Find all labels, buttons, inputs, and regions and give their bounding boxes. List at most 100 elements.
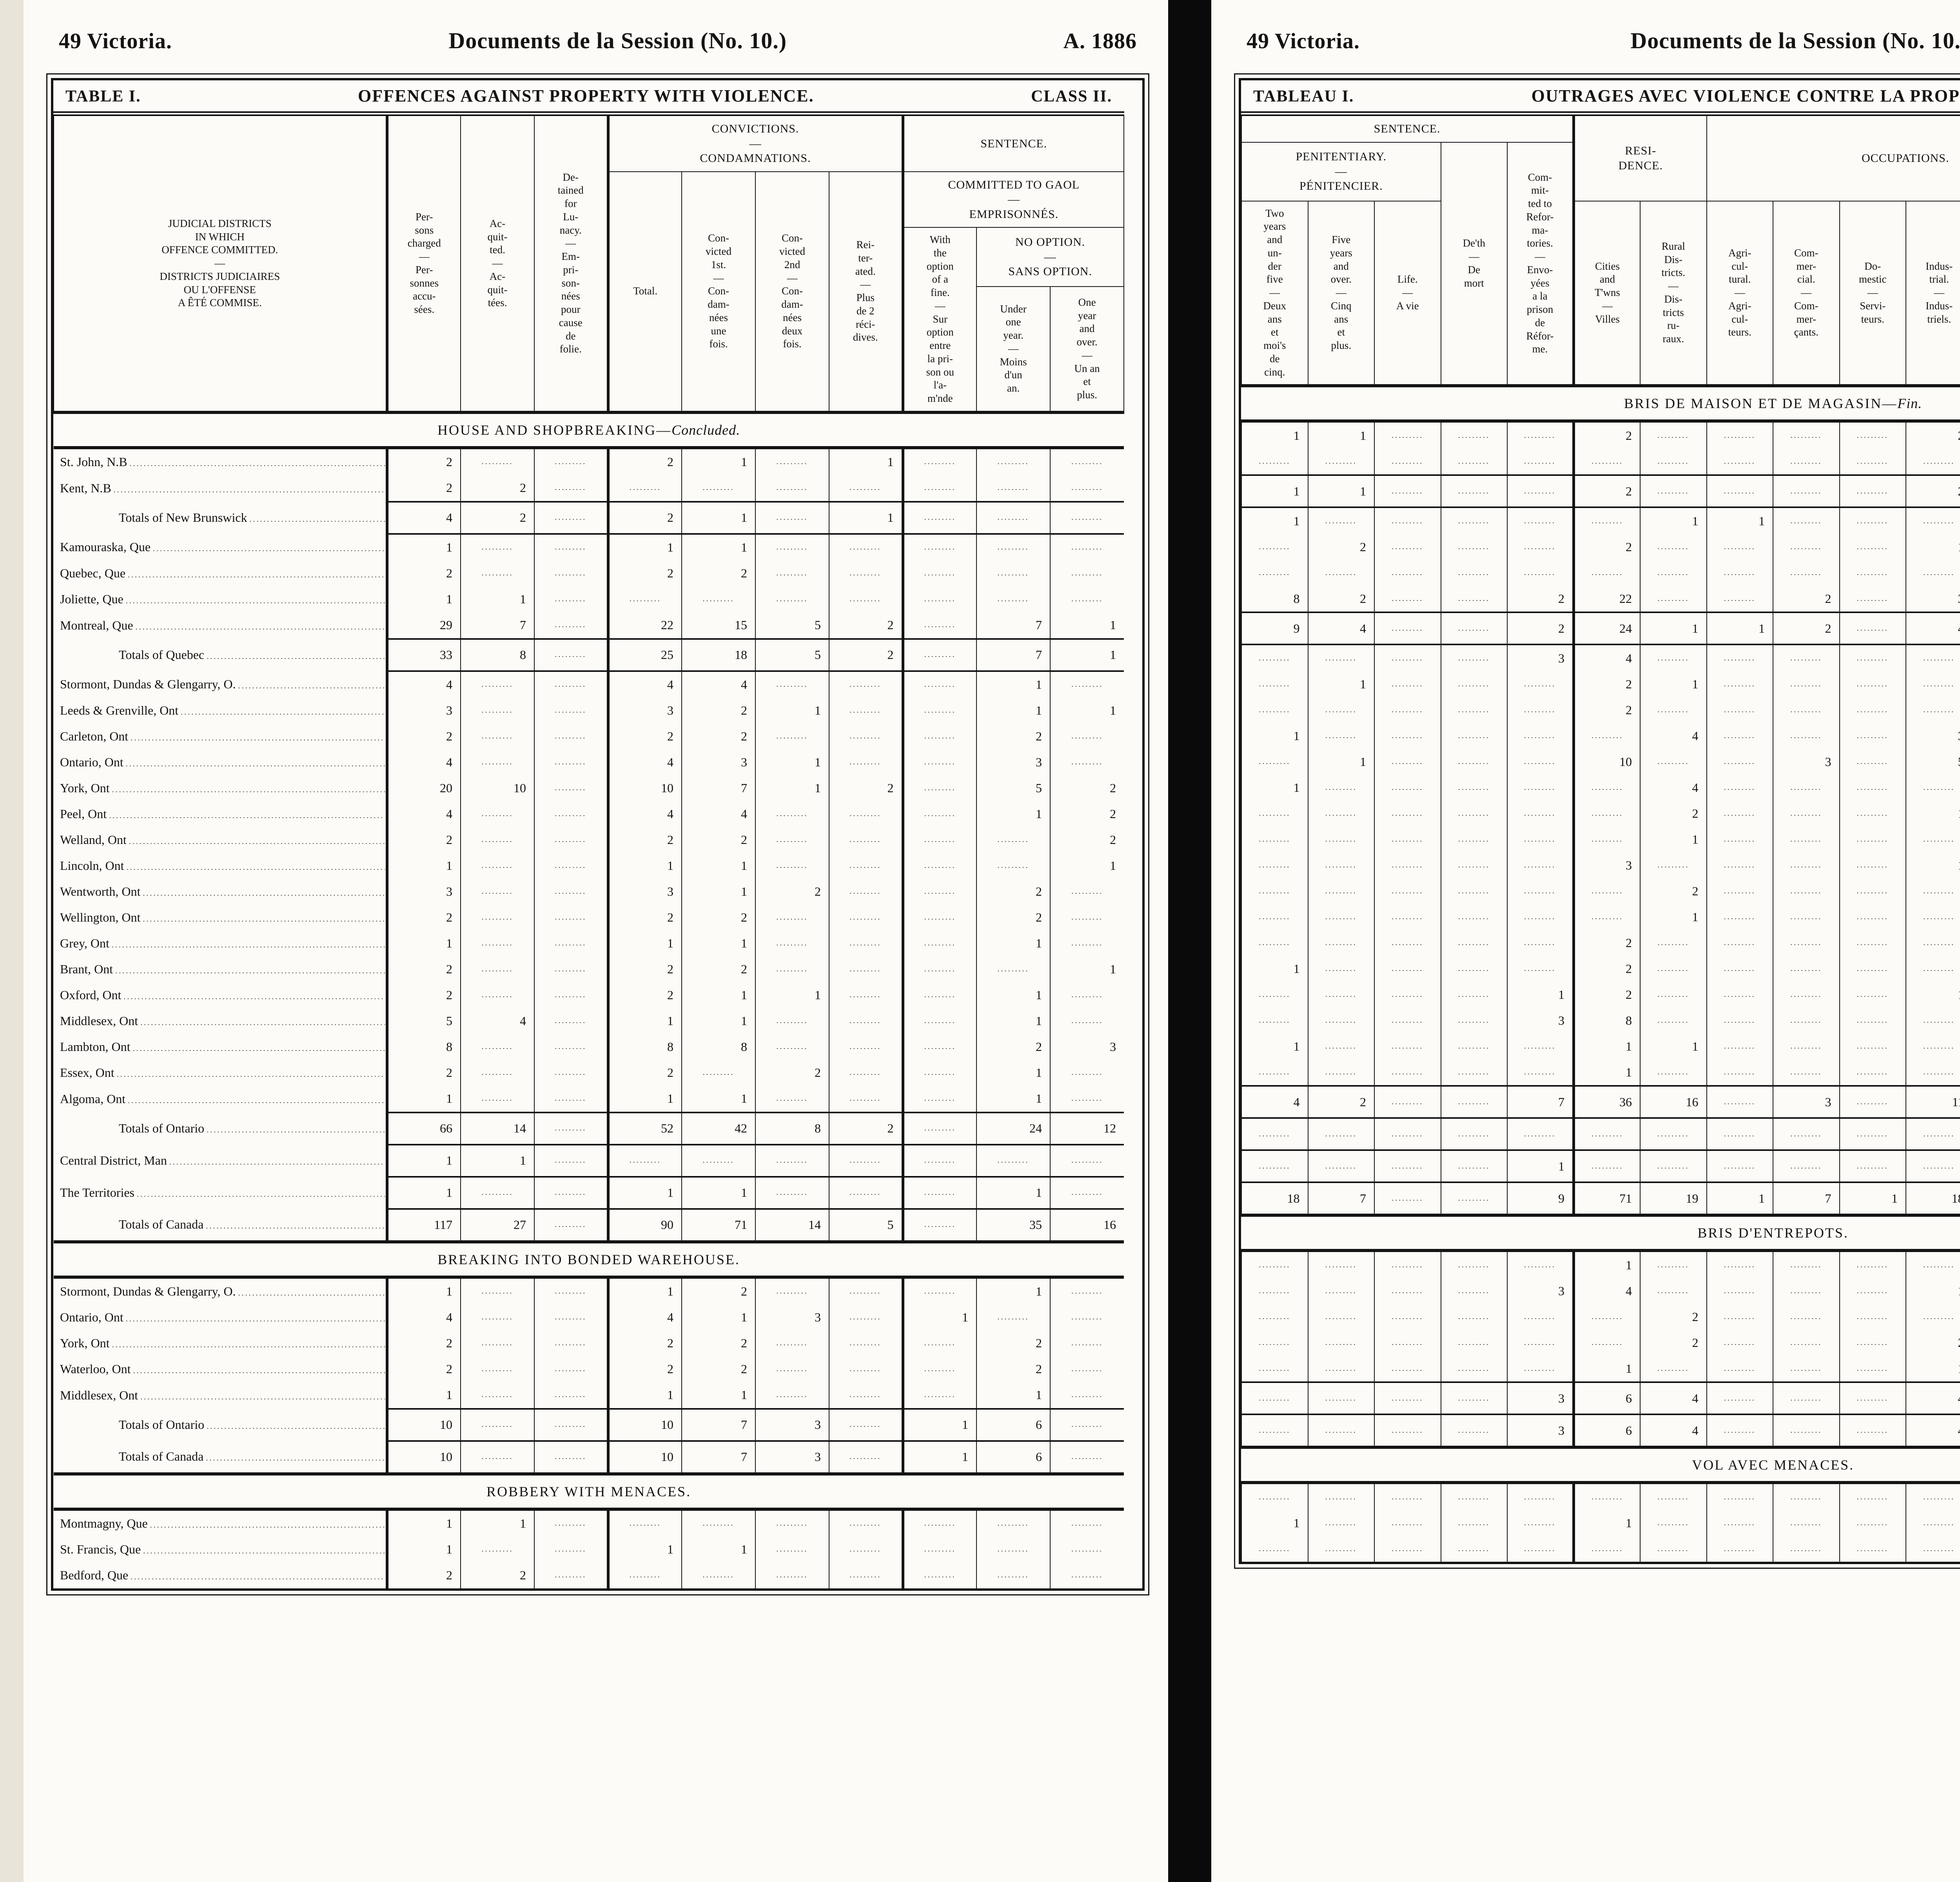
value-cell: .........	[1440, 421, 1507, 449]
value-cell: .........	[460, 956, 534, 982]
value-cell: 2	[606, 827, 682, 853]
value-cell: .........	[1374, 1304, 1441, 1330]
value-cell: .........	[901, 1060, 976, 1086]
value-cell: .........	[1440, 1381, 1507, 1416]
value-cell: .........	[1440, 852, 1507, 878]
value-cell: .........	[1507, 1536, 1574, 1562]
victoria-year: 49 Victoria.	[1247, 29, 1360, 53]
value-cell: .........	[1440, 1330, 1507, 1356]
value-cell: .........	[1507, 1304, 1574, 1330]
value-cell: .........	[1374, 749, 1441, 775]
section-title-row: BRIS DE MAISON ET DE MAGASIN—Fin.	[1241, 384, 1960, 423]
dotted-leader: ........................................…	[207, 652, 385, 661]
value-cell: .........	[829, 1509, 903, 1537]
value-cell: 2	[755, 878, 829, 905]
value-cell: .........	[460, 1536, 534, 1563]
value-cell: 7	[460, 612, 534, 639]
value-cell: .........	[1773, 1117, 1840, 1151]
value-cell: .........	[1241, 534, 1308, 560]
value-cell: .........	[755, 904, 829, 931]
value-cell: .........	[1049, 1085, 1124, 1113]
value-cell: .........	[460, 1440, 534, 1475]
offences-table-english: TABLE I. OFFENCES AGAINST PROPERTY WITH …	[53, 80, 1125, 1588]
value-cell: .........	[1906, 697, 1960, 723]
value-cell: .........	[1773, 671, 1840, 697]
value-cell: 2	[606, 447, 682, 475]
value-cell: .........	[1440, 448, 1507, 475]
value-cell: 2	[1572, 421, 1640, 449]
value-cell: 1	[385, 1536, 461, 1563]
dotted-leader: ........................................…	[115, 967, 385, 976]
value-cell: 2	[681, 560, 755, 586]
value-cell: .........	[1706, 534, 1773, 560]
col-header-convicted-2nd: Con- victed 2nd — Con- dam- nées deux fo…	[755, 171, 829, 413]
value-cell: .........	[534, 982, 608, 1008]
value-cell: 1	[606, 1277, 682, 1305]
value-cell: .........	[1440, 1483, 1507, 1510]
value-cell: 7	[681, 1440, 755, 1475]
district-label: Stormont, Dundas & Glengarry, O.........…	[54, 1277, 387, 1305]
value-cell: .........	[1706, 1304, 1773, 1330]
value-cell: .........	[1906, 644, 1960, 671]
value-cell: .........	[901, 801, 976, 827]
value-cell: .........	[1773, 878, 1840, 904]
value-cell: .........	[976, 1143, 1050, 1178]
value-cell: .........	[1307, 448, 1374, 475]
value-cell: .........	[1507, 826, 1574, 853]
value-cell: .........	[1706, 1356, 1773, 1383]
value-cell: .........	[829, 801, 903, 827]
value-cell: 2	[976, 878, 1050, 905]
value-cell: 2	[606, 956, 682, 982]
value-cell: .........	[1440, 775, 1507, 801]
value-cell: 1	[1241, 507, 1308, 534]
value-cell: .........	[1374, 904, 1441, 930]
value-cell: .........	[1839, 1510, 1906, 1536]
table-row: .................................... 3 4..…	[1241, 644, 1960, 671]
col-header-agricultural: Agri- cul- tural. — Agri- cul- teurs.	[1706, 200, 1773, 387]
value-cell: .........	[1839, 534, 1906, 560]
value-cell: 1	[1640, 826, 1707, 853]
value-cell: .........	[1706, 1278, 1773, 1304]
value-cell: 2	[681, 956, 755, 982]
value-cell: 2	[460, 1562, 534, 1588]
value-cell: 3	[1906, 586, 1960, 613]
value-cell: 7	[681, 775, 755, 801]
value-cell: .........	[1374, 1181, 1441, 1216]
value-cell: .........	[534, 1562, 608, 1588]
value-cell: 2	[1049, 775, 1124, 801]
value-cell: .........	[534, 1143, 608, 1178]
value-cell: .........	[1241, 644, 1308, 671]
value-cell: 4	[606, 671, 682, 698]
dotted-leader: ........................................…	[123, 993, 385, 1002]
dotted-leader: ........................................…	[150, 1521, 385, 1530]
value-cell: .........	[1241, 1304, 1308, 1330]
value-cell: 1	[1572, 1059, 1640, 1086]
value-cell: .........	[1440, 1085, 1507, 1119]
value-cell: 2	[385, 1356, 461, 1382]
value-cell: .........	[1706, 982, 1773, 1008]
value-cell: 10	[606, 775, 682, 801]
value-cell: .........	[1374, 644, 1441, 671]
value-cell: 1	[976, 982, 1050, 1008]
table-row: Joliette, Que...........................…	[54, 586, 1124, 612]
value-cell: .........	[755, 801, 829, 827]
table-row: ........................................…	[1241, 697, 1960, 723]
value-cell: 29	[385, 612, 461, 639]
district-label: Middlesex, Ont..........................…	[54, 1382, 387, 1409]
value-cell: .........	[1839, 904, 1906, 930]
value-cell: .........	[1374, 826, 1441, 853]
value-cell: 4	[1640, 1414, 1707, 1448]
value-cell: 2	[976, 904, 1050, 931]
value-cell: .........	[534, 586, 608, 612]
value-cell: .........	[1440, 878, 1507, 904]
value-cell: .........	[1374, 586, 1441, 613]
value-cell: .........	[755, 1008, 829, 1034]
section-title: BRIS D'ENTREPOTS.	[1241, 1214, 1960, 1252]
value-cell: .........	[1049, 904, 1124, 931]
table-row: ........................................…	[1241, 930, 1960, 956]
value-cell: 2	[1906, 1330, 1960, 1356]
value-cell: 2	[385, 1330, 461, 1356]
offences-table-french: TABLEAU I. OUTRAGES AVEC VIOLENCE CONTRE…	[1241, 80, 1960, 1562]
value-cell: .........	[1572, 1149, 1640, 1183]
value-cell: 3	[1049, 1034, 1124, 1060]
